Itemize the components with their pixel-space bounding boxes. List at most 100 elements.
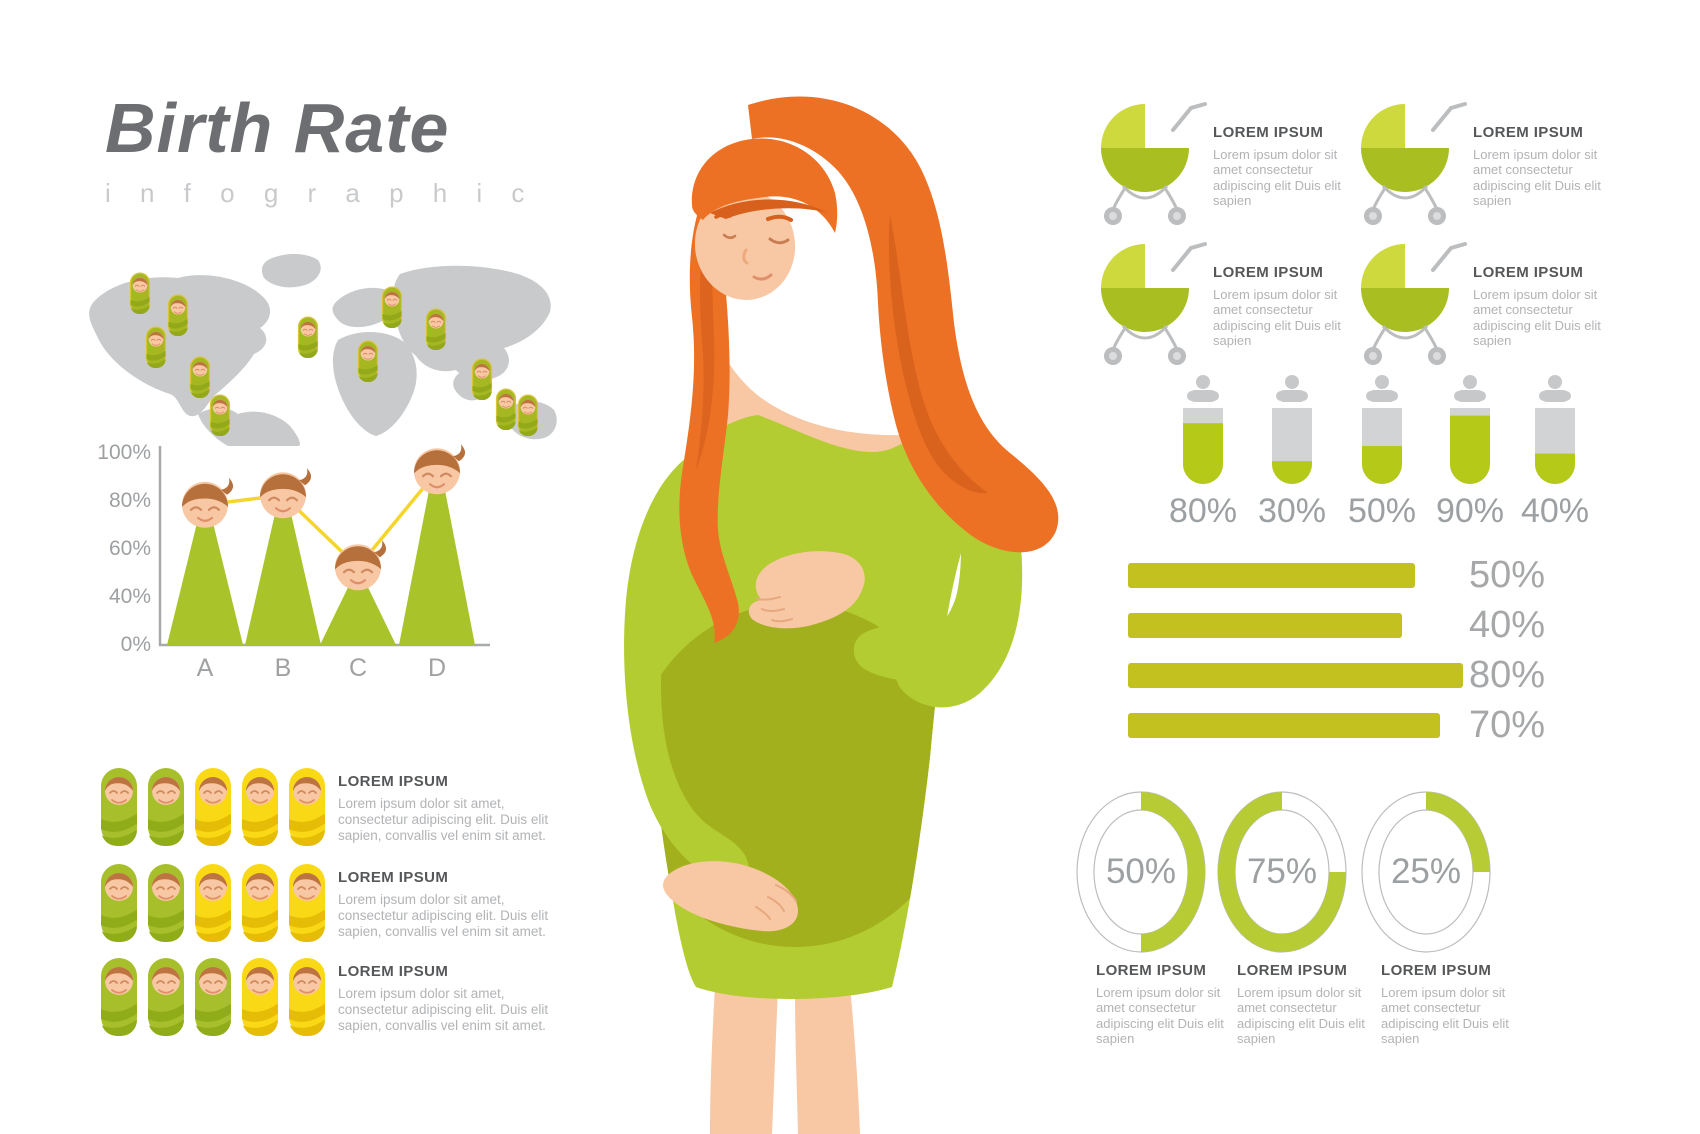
triangle-bar [167,518,243,645]
map-baby-marker [471,358,493,400]
donut-percent: 75% [1246,852,1318,891]
map-baby-marker [209,394,231,436]
stroller-icon [1101,102,1207,225]
stroller-text: LOREM IPSUM Lorem ipsum dolor sit amet c… [1213,264,1353,348]
eyebrow-right [766,214,793,222]
stroller-item: LOREM IPSUM Lorem ipsum dolor sit amet c… [1093,88,1353,228]
baby-icon-green [148,958,184,1036]
stroller-text: LOREM IPSUM Lorem ipsum dolor sit amet c… [1473,124,1613,208]
baby-icon-yellow [242,958,278,1036]
map-baby-marker [357,340,379,382]
donut-ring [1076,791,1206,953]
stroller-item: LOREM IPSUM Lorem ipsum dolor sit amet c… [1093,228,1353,368]
lorem-heading: LOREM IPSUM [1473,124,1584,141]
h-bar [1128,663,1463,688]
lorem-heading: LOREM IPSUM [338,869,449,886]
lorem-body: Lorem ipsum dolor sit amet consectetur a… [1381,985,1509,1046]
map-baby-marker [189,356,211,398]
baby-head [260,468,312,519]
continent [261,254,321,288]
lorem-heading: LOREM IPSUM [1473,264,1584,281]
hair-bang-shade [710,199,828,219]
baby-row-text: LOREM IPSUM Lorem ipsum dolor sit amet, … [338,963,578,1034]
donut-arc [1141,792,1205,952]
baby-icon-green [101,958,137,1036]
donut-ring [1217,791,1347,953]
nose [742,248,749,265]
bar-percent: 50% [1468,554,1545,596]
baby-icon-yellow [242,768,278,846]
baby-icon-green [101,864,137,942]
hand-top-fingers [755,596,793,623]
lorem-body: Lorem ipsum dolor sit amet, consectetur … [338,796,549,843]
bar-percent: 70% [1468,704,1545,746]
donut-percent: 50% [1105,852,1177,891]
lorem-body: Lorem ipsum dolor sit amet consectetur a… [1213,287,1341,348]
pregnant-woman-illustration [624,96,1059,1134]
bottle-icon [1535,375,1575,484]
baby-icon-yellow [195,864,231,942]
bottle-percent: 80% [1168,492,1238,530]
page-title: Birth Rate [105,89,450,167]
hand-top [748,551,865,629]
bottle-icon [1450,375,1490,484]
y-tick: 80% [109,489,151,512]
donut-text: LOREM IPSUM Lorem ipsum dolor sit amet c… [1096,962,1251,1046]
baby-head [182,477,234,528]
baby-row-text: LOREM IPSUM Lorem ipsum dolor sit amet, … [338,773,578,844]
hair-back-shade [888,215,988,494]
baby-icon-green [148,768,184,846]
stroller-text: LOREM IPSUM Lorem ipsum dolor sit amet c… [1213,124,1353,208]
donut-text: LOREM IPSUM Lorem ipsum dolor sit amet c… [1237,962,1392,1046]
baby-row: LOREM IPSUM Lorem ipsum dolor sit amet, … [98,952,658,1042]
continent [332,287,397,328]
triangle-chart: 100% 80% 60% 40% 0% [85,438,495,688]
lorem-heading: LOREM IPSUM [1237,962,1348,979]
lorem-body: Lorem ipsum dolor sit amet consectetur a… [1213,147,1341,208]
baby-head [335,540,387,591]
map-baby-marker [297,316,319,358]
triangle-bar [245,509,321,645]
stroller-icon [1101,242,1207,365]
triangle-chart-svg: 100% 80% 60% 40% 0% [97,441,490,682]
baby-row: LOREM IPSUM Lorem ipsum dolor sit amet, … [98,858,658,948]
h-bar [1128,563,1415,588]
donut-percent: 25% [1390,852,1462,891]
bar-percent: 80% [1468,654,1545,696]
bottle-icon [1362,375,1402,484]
map-baby-marker [495,388,517,430]
map-baby-marker [145,326,167,368]
triangle-bar [399,485,475,645]
lorem-body: Lorem ipsum dolor sit amet consectetur a… [1237,985,1365,1046]
leg-right [795,985,860,1134]
baby-icon-yellow [289,864,325,942]
lorem-heading: LOREM IPSUM [338,963,449,980]
lorem-body: Lorem ipsum dolor sit amet, consectetur … [338,986,549,1033]
lorem-heading: LOREM IPSUM [1381,962,1492,979]
title-block: Birth Rate i n f o g r a p h i c [105,88,535,209]
lorem-heading: LOREM IPSUM [338,773,449,790]
baby-icon-green [195,958,231,1036]
donut-arc [1426,792,1490,872]
bar-percent: 40% [1468,604,1545,646]
page-subtitle: i n f o g r a p h i c [105,178,536,208]
lorem-body: Lorem ipsum dolor sit amet consectetur a… [1096,985,1224,1046]
baby-row-text: LOREM IPSUM Lorem ipsum dolor sit amet, … [338,869,578,940]
eye-left-closed [722,233,737,239]
bottle-icon [1272,375,1312,484]
eyebrow-left [714,212,732,219]
h-bar [1128,613,1402,638]
stroller-icon [1361,102,1467,225]
y-tick: 0% [121,633,151,656]
lorem-heading: LOREM IPSUM [1096,962,1207,979]
donut-ring [1361,791,1491,953]
world-map-svg [89,254,557,446]
hair-bang [691,138,838,233]
x-category: C [349,654,367,682]
baby-row: LOREM IPSUM Lorem ipsum dolor sit amet, … [98,762,658,852]
bottle-percent: 30% [1257,492,1327,530]
baby-icon-green [148,864,184,942]
lorem-body: Lorem ipsum dolor sit amet consectetur a… [1473,147,1601,208]
y-tick: 100% [97,441,151,464]
